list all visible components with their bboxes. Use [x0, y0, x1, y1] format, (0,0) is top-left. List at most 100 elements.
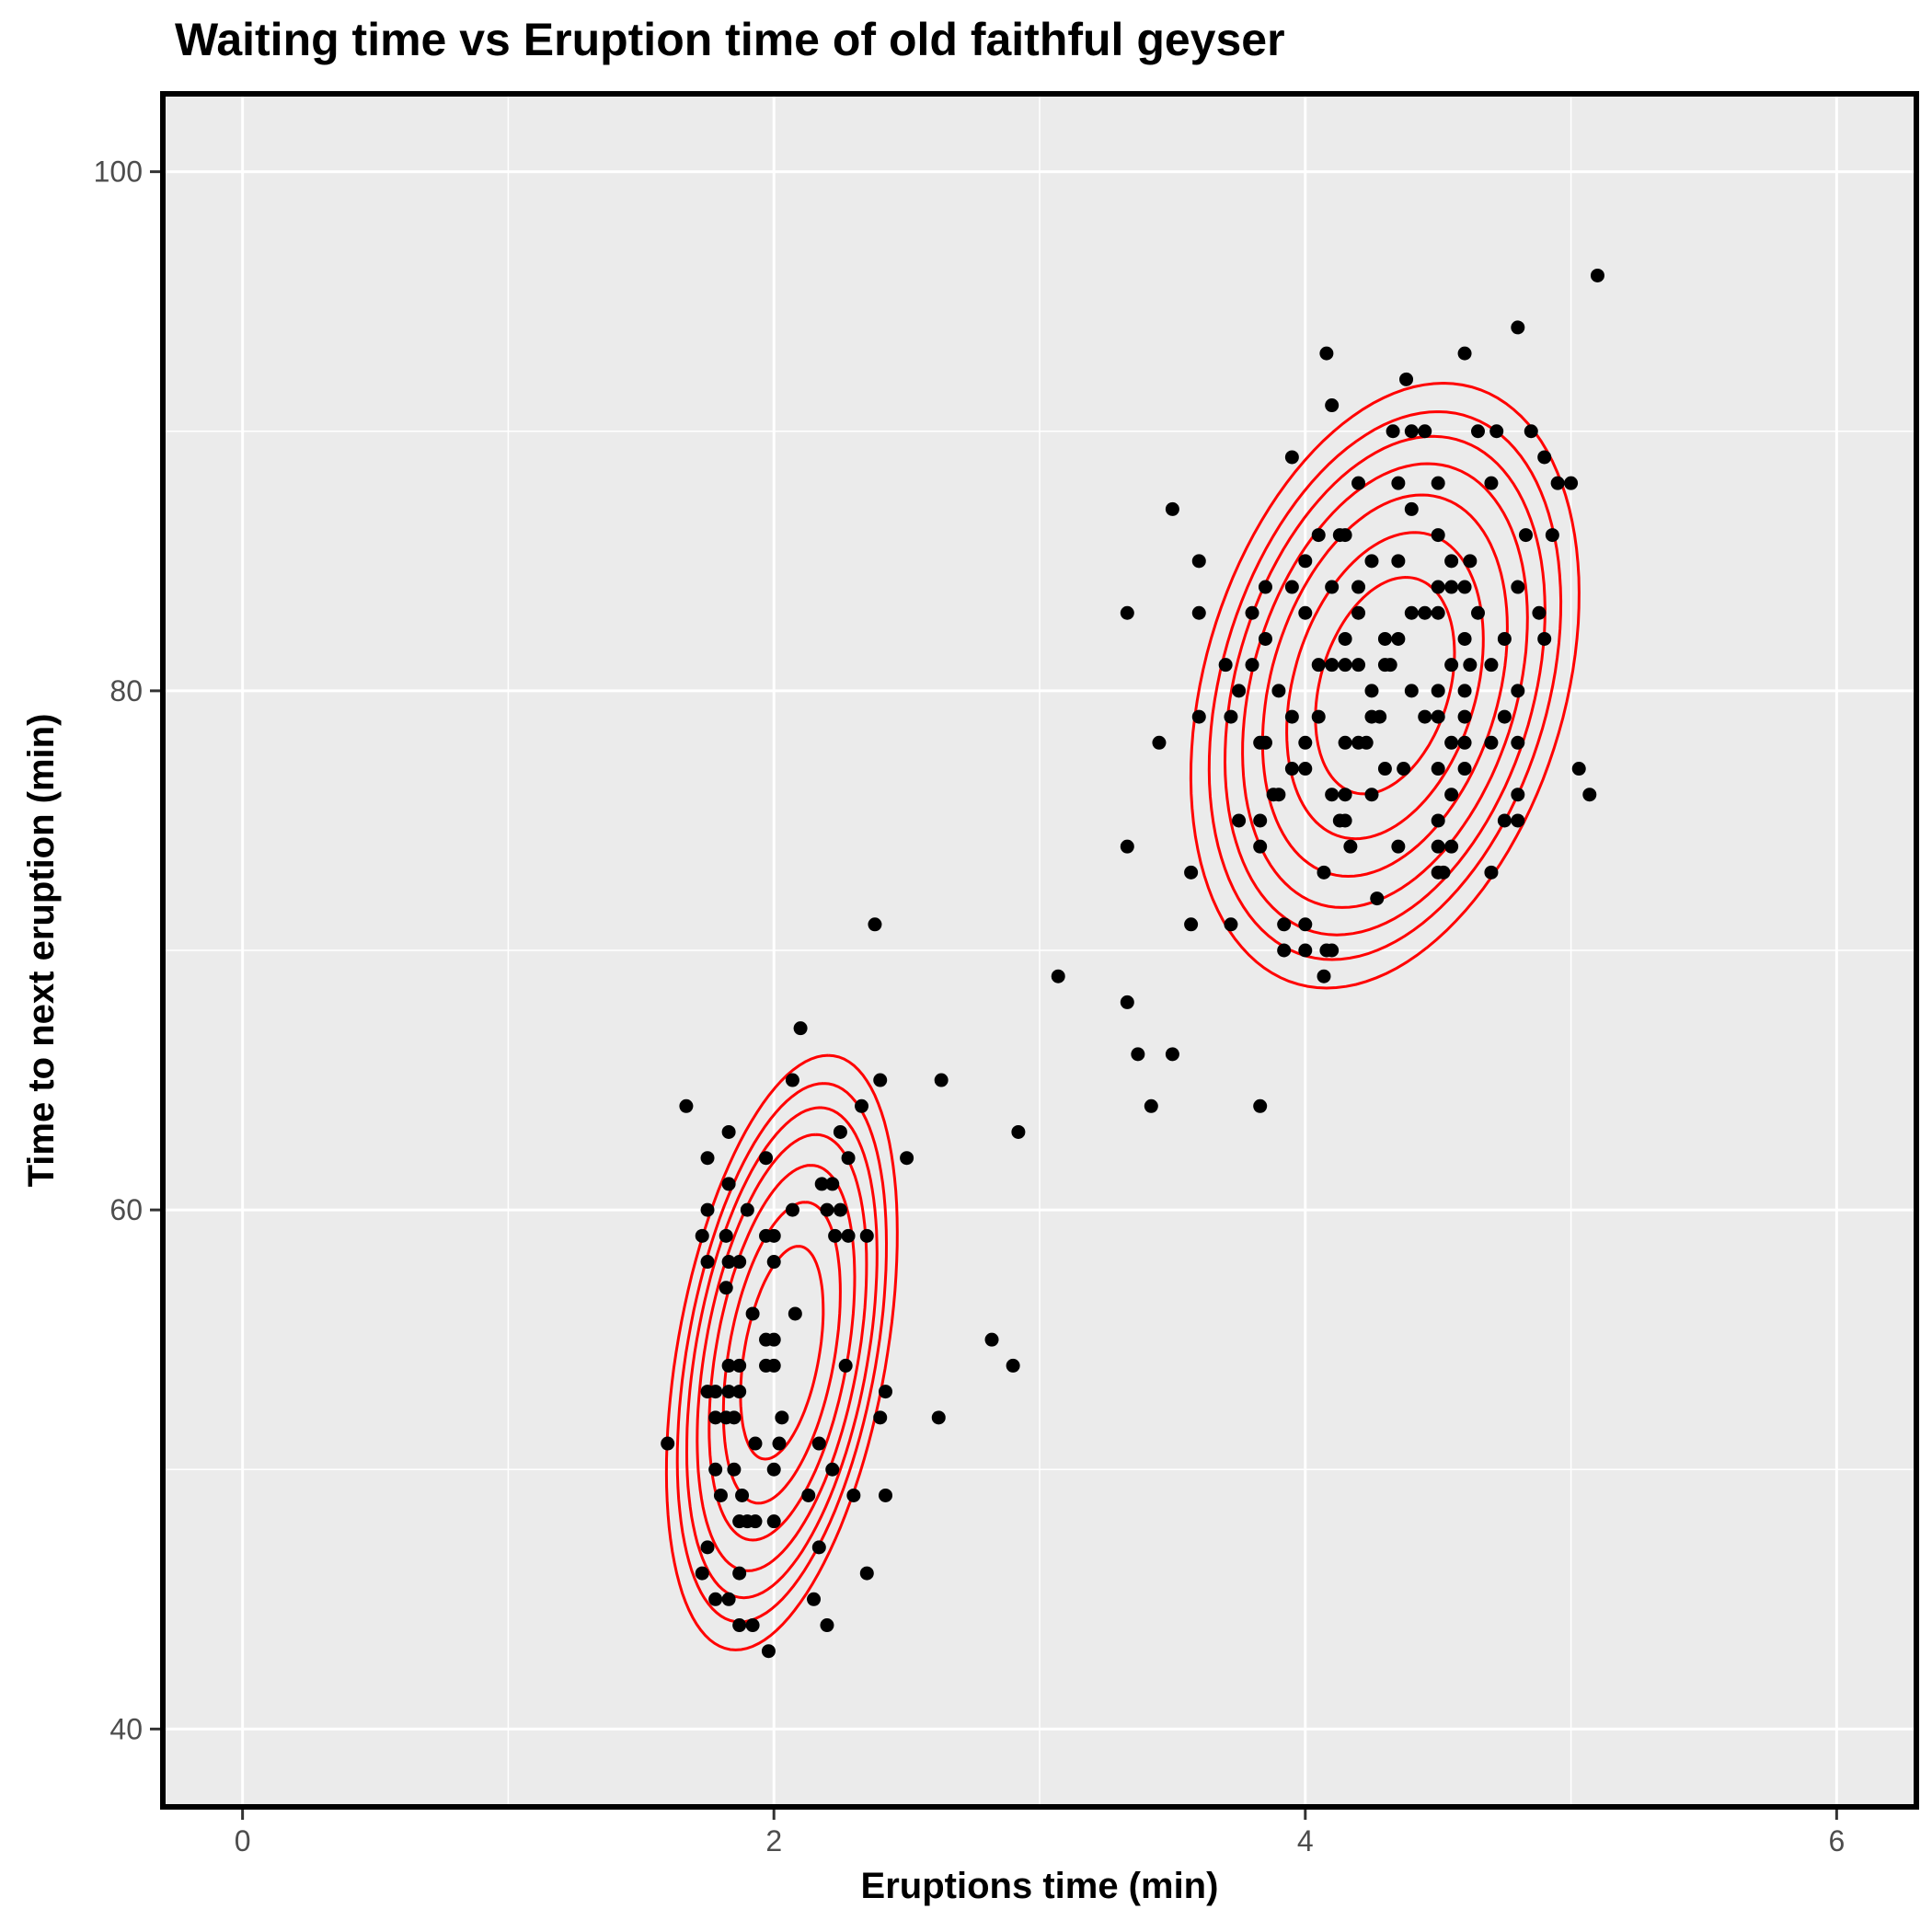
data-point: [814, 1177, 829, 1191]
data-point: [846, 1488, 861, 1502]
density-contour-2: [1207, 410, 1563, 961]
data-point: [879, 1385, 893, 1399]
data-point: [766, 1514, 781, 1529]
data-point: [1232, 813, 1247, 828]
data-point: [1431, 684, 1445, 698]
data-point: [1463, 658, 1478, 673]
data-point: [732, 1255, 747, 1270]
data-point: [1431, 813, 1445, 828]
data-point: [1364, 554, 1379, 569]
data-point: [1431, 839, 1445, 854]
data-point: [838, 1358, 853, 1373]
data-point: [1277, 917, 1292, 932]
data-point: [1224, 709, 1238, 724]
data-point: [732, 1566, 747, 1581]
x-tick-label: 0: [235, 1824, 251, 1857]
density-contour-2: [1189, 382, 1581, 990]
data-point: [1404, 501, 1419, 516]
data-point: [1431, 605, 1445, 620]
data-point: [1051, 969, 1065, 983]
data-point: [811, 1436, 826, 1451]
data-point: [1359, 735, 1374, 750]
x-tick-label: 2: [765, 1824, 782, 1857]
density-contour-2: [1241, 462, 1529, 909]
data-point: [1370, 891, 1385, 906]
data-point: [1152, 735, 1167, 750]
data-point: [1431, 476, 1445, 490]
data-point: [1404, 684, 1419, 698]
data-point: [1311, 658, 1326, 673]
data-point: [1325, 398, 1340, 413]
data-point: [695, 1228, 709, 1243]
data-point: [1377, 762, 1392, 776]
data-point: [732, 1358, 747, 1373]
data-point: [1457, 735, 1472, 750]
y-tick-label: 80: [109, 674, 143, 707]
data-point: [1338, 658, 1352, 673]
data-point: [1120, 605, 1134, 620]
data-point: [859, 1228, 874, 1243]
data-point: [1338, 813, 1352, 828]
data-point: [1325, 788, 1340, 802]
data-point: [1489, 424, 1504, 439]
data-point: [719, 1228, 733, 1243]
data-point: [1006, 1358, 1020, 1373]
data-point: [1590, 268, 1604, 282]
data-point: [1399, 372, 1414, 386]
y-axis-title: Time to next eruption (min): [21, 714, 62, 1188]
minor-gridlines: [163, 94, 1916, 1807]
data-point: [1364, 788, 1379, 802]
data-point: [1351, 580, 1366, 594]
data-point: [1457, 631, 1472, 646]
data-point: [984, 1332, 999, 1347]
density-contour-1: [664, 1053, 899, 1651]
data-point: [721, 1177, 736, 1191]
data-point: [825, 1177, 840, 1191]
data-point: [825, 1462, 840, 1477]
data-point: [1377, 631, 1392, 646]
data-point: [873, 1073, 888, 1087]
density-contour-1: [696, 1133, 868, 1572]
data-point: [1245, 658, 1259, 673]
density-contour-2: [1260, 493, 1509, 879]
data-point: [1391, 554, 1406, 569]
data-point: [1431, 762, 1445, 776]
data-point: [766, 1462, 781, 1477]
data-point: [1364, 684, 1379, 698]
data-point: [766, 1332, 781, 1347]
data-point: [727, 1410, 742, 1425]
data-point: [841, 1228, 856, 1243]
data-point: [766, 1358, 781, 1373]
data-point: [1484, 658, 1499, 673]
data-point: [868, 917, 882, 932]
data-point: [1431, 528, 1445, 543]
data-point: [1444, 554, 1459, 569]
data-point: [661, 1436, 675, 1451]
data-point: [775, 1410, 789, 1425]
data-point: [1484, 735, 1499, 750]
x-tick-label: 6: [1828, 1824, 1845, 1857]
density-contour-1: [739, 1245, 825, 1461]
data-point: [700, 1540, 715, 1555]
data-point: [811, 1540, 826, 1555]
x-axis-ticks: 0 2 4 6: [235, 1810, 1845, 1857]
data-point: [1484, 476, 1499, 490]
data-point: [931, 1410, 946, 1425]
data-point: [785, 1073, 799, 1087]
data-point: [1253, 1098, 1268, 1113]
data-point: [761, 1644, 776, 1659]
x-tick-label: 4: [1297, 1824, 1314, 1857]
data-point: [1343, 839, 1358, 854]
data-point: [1391, 631, 1406, 646]
data-point: [766, 1255, 781, 1270]
data-point: [772, 1436, 787, 1451]
data-point: [1144, 1098, 1158, 1113]
density-contour-1: [721, 1201, 842, 1505]
y-tick-label: 60: [109, 1193, 143, 1226]
data-point: [740, 1202, 754, 1217]
data-point: [934, 1073, 949, 1087]
data-point: [759, 1151, 774, 1166]
x-axis-title: Eruptions time (min): [861, 1866, 1219, 1906]
data-point: [679, 1098, 694, 1113]
